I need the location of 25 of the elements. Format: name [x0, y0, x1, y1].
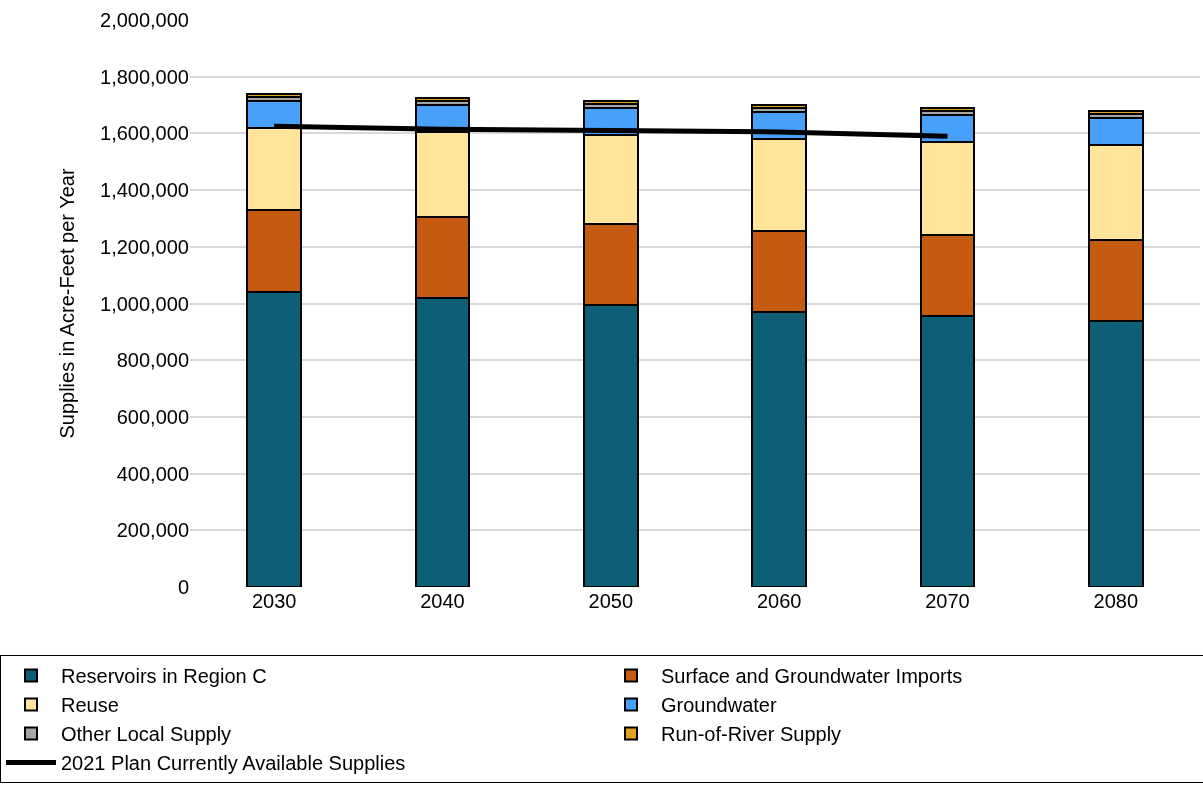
- y-tick-label: 600,000: [116, 405, 189, 428]
- x-tick-label: 2050: [588, 590, 634, 612]
- legend-label: Reuse: [61, 694, 119, 717]
- y-tick-label: 0: [177, 576, 189, 598]
- y-tick-label: 1,600,000: [100, 122, 189, 145]
- legend-label: Groundwater: [661, 694, 777, 717]
- y-tick-label: 800,000: [116, 349, 189, 372]
- x-tick-label: 2060: [756, 590, 802, 612]
- y-tick-label: 200,000: [116, 519, 189, 542]
- y-tick-label: 2,000,000: [100, 9, 189, 31]
- legend-label: Surface and Groundwater Imports: [661, 665, 963, 688]
- legend-label: Run-of-River Supply: [661, 723, 842, 746]
- x-tick-label: 2030: [251, 590, 297, 612]
- x-tick-label: 2040: [420, 590, 465, 612]
- legend-label: Other Local Supply: [61, 723, 232, 746]
- y-tick-label: 1,200,000: [100, 235, 189, 258]
- y-tick-label: 1,400,000: [100, 179, 189, 202]
- y-tick-label: 400,000: [116, 462, 189, 485]
- x-tick-label: 2080: [1093, 590, 1139, 612]
- legend-label: 2021 Plan Currently Available Supplies: [61, 752, 406, 775]
- y-tick-label: 1,000,000: [100, 292, 189, 315]
- y-axis-title: Supplies in Acre-Feet per Year: [55, 168, 78, 439]
- legend-label: Reservoirs in Region C: [61, 665, 267, 688]
- y-tick-label: 1,800,000: [100, 65, 189, 88]
- x-tick-label: 2070: [925, 590, 970, 612]
